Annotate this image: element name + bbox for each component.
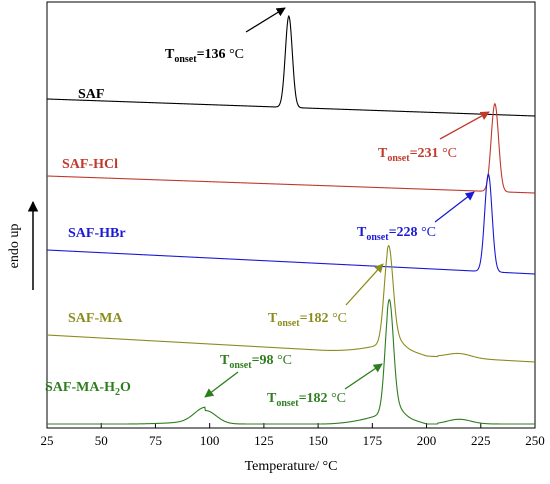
onset-arrow bbox=[439, 111, 490, 140]
onset-annotation-label: Tonset=136 °C bbox=[165, 47, 244, 65]
series-label-saf-hbr: SAF-HBr bbox=[68, 226, 126, 241]
onset-annotation-label: Tonset=182 °C bbox=[267, 391, 346, 409]
onset-arrow bbox=[344, 363, 383, 390]
x-tick-label: 75 bbox=[149, 433, 162, 448]
series-lines bbox=[46, 14, 536, 425]
series-label-saf: SAF bbox=[78, 87, 104, 102]
onset-annotation-label: Tonset=98 °C bbox=[220, 353, 292, 371]
x-tick-label: 175 bbox=[363, 433, 383, 448]
series-line-saf bbox=[46, 14, 536, 117]
x-tick-label: 50 bbox=[95, 433, 108, 448]
series-line-saf-ma bbox=[46, 244, 536, 363]
x-tick-label: 225 bbox=[471, 433, 491, 448]
x-tick-label: 250 bbox=[525, 433, 545, 448]
x-tick-label: 150 bbox=[308, 433, 328, 448]
y-axis-title: endo up bbox=[7, 224, 22, 269]
series-label-saf-ma-h2o: SAF-MA-H2O bbox=[45, 380, 131, 398]
series-label-saf-ma: SAF-MA bbox=[68, 311, 123, 326]
onset-annotation-label: Tonset=182 °C bbox=[268, 311, 347, 329]
series-labels: SAF SAF-HCl SAF-HBr SAF-MA SAF-MA-H2O bbox=[45, 87, 131, 398]
series-line-saf-hbr bbox=[46, 173, 536, 275]
onset-arrow bbox=[434, 191, 475, 223]
x-tick-label: 200 bbox=[417, 433, 437, 448]
x-tick-label: 25 bbox=[41, 433, 54, 448]
onset-arrow bbox=[245, 7, 286, 33]
series-line-saf-ma-h2o bbox=[47, 298, 535, 425]
x-tick-label: 100 bbox=[200, 433, 220, 448]
onset-annotations: Tonset=136 °C Tonset=231 °C Tonset=228 °C T… bbox=[165, 7, 490, 409]
x-tick-label: 125 bbox=[254, 433, 274, 448]
series-label-saf-hcl: SAF-HCl bbox=[62, 157, 118, 172]
series-line-saf-hcl bbox=[46, 102, 536, 194]
plot-frame bbox=[46, 1, 536, 429]
y-axis-title-group: endo up bbox=[7, 200, 39, 290]
onset-arrow bbox=[345, 263, 384, 306]
onset-arrow bbox=[204, 371, 239, 398]
x-axis-title: Temperature/ °C bbox=[245, 459, 338, 474]
x-axis-tick-labels: 25 50 75 100 125 150 175 200 225 250 bbox=[41, 433, 545, 448]
onset-annotation-label: Tonset=231 °C bbox=[378, 146, 457, 164]
onset-annotation-label: Tonset=228 °C bbox=[357, 225, 436, 243]
